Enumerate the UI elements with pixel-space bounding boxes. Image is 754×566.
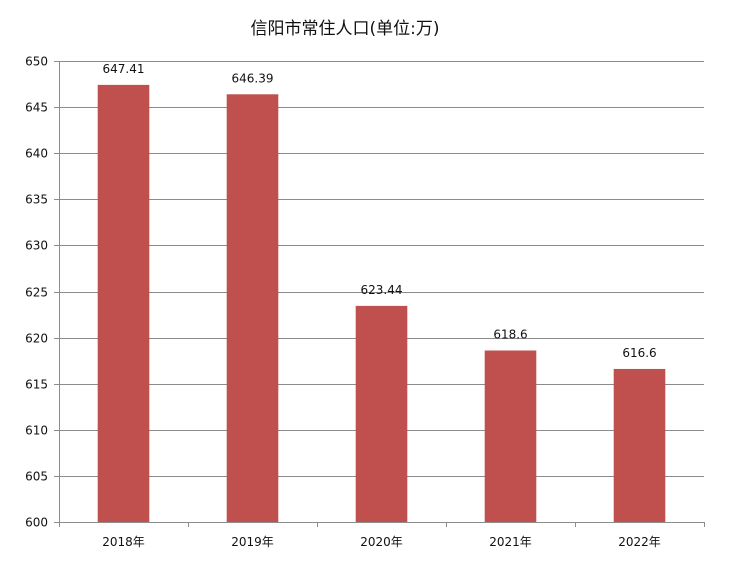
x-tick-label: 2019年	[231, 535, 274, 549]
data-label: 647.41	[103, 62, 145, 76]
y-tick-label: 635	[25, 193, 48, 207]
bar	[355, 305, 408, 522]
x-tick-label: 2021年	[489, 535, 532, 549]
axes	[54, 61, 705, 527]
x-tick-label: 2018年	[102, 535, 145, 549]
data-label: 616.6	[622, 346, 656, 360]
bar	[613, 368, 666, 522]
bar	[226, 94, 279, 522]
x-tick-label: 2022年	[618, 535, 661, 549]
y-tick-label: 630	[25, 239, 48, 253]
data-label: 618.6	[493, 328, 527, 342]
data-label: 646.39	[232, 71, 274, 85]
y-tick-label: 610	[25, 424, 48, 438]
y-tick-label: 605	[25, 470, 48, 484]
y-tick-label: 640	[25, 147, 48, 161]
y-tick-label: 625	[25, 286, 48, 300]
y-tick-label: 600	[25, 516, 48, 530]
chart-title: 信阳市常住人口(单位:万)	[250, 19, 440, 39]
bars	[97, 84, 666, 523]
labels: 600 605 610 615 620 625 630 635 640 645 650 647.41 2…	[25, 55, 661, 550]
bar	[97, 84, 150, 523]
y-tick-label: 615	[25, 378, 48, 392]
y-tick-label: 620	[25, 332, 48, 346]
x-tick-label: 2020年	[360, 535, 403, 549]
y-tick-label: 650	[25, 55, 48, 69]
data-label: 623.44	[361, 283, 403, 297]
y-tick-label: 645	[25, 101, 48, 115]
bar	[484, 350, 537, 522]
